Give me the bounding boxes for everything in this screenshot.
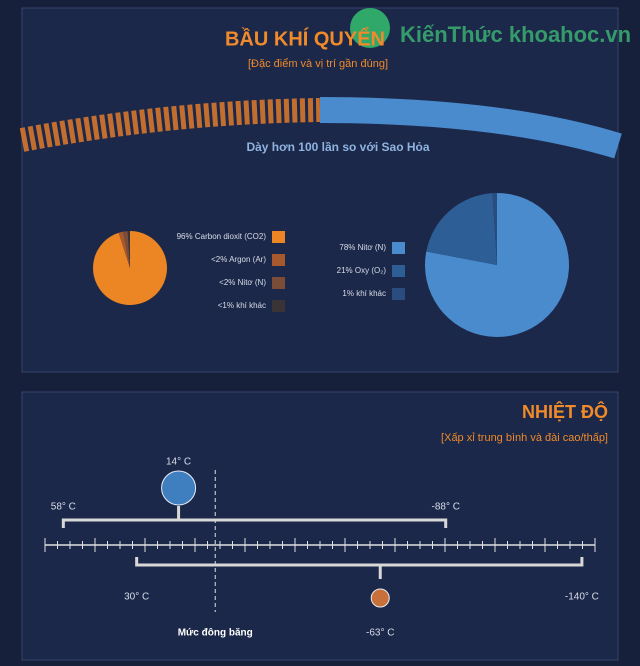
temperature-panel xyxy=(21,391,619,661)
pie-slice xyxy=(492,193,497,265)
pie-slice xyxy=(127,231,130,268)
watermark-logo xyxy=(350,8,390,48)
temperature-title: NHIỆT ĐỘ xyxy=(522,401,608,422)
legend-value: 96% xyxy=(177,232,193,241)
legend-category: Argon (Ar) xyxy=(229,255,266,264)
high-label: 30° C xyxy=(124,592,149,603)
earth-atmosphere-band xyxy=(319,97,622,159)
low-label: -140° C xyxy=(565,592,599,603)
planet xyxy=(161,470,197,506)
legend-swatch xyxy=(272,254,285,266)
legend-swatch xyxy=(272,300,285,312)
legend-label: <2% Argon (Ar) xyxy=(211,255,266,264)
legend-label: <2% Nitơ (N) xyxy=(219,278,266,287)
legend-label: <1% khí khác xyxy=(218,301,266,310)
legend-category: Nitơ (N) xyxy=(238,278,267,287)
pie-slice xyxy=(118,231,130,268)
pie-slice xyxy=(93,231,168,305)
legend-swatch xyxy=(272,231,285,243)
legend-category: khí khác xyxy=(356,289,386,298)
planet xyxy=(370,588,390,608)
legend-swatch xyxy=(272,277,285,289)
legend-category: Carbon dioxit (CO2) xyxy=(195,232,266,241)
low-label: -88° C xyxy=(431,502,459,513)
legend-category: khí khác xyxy=(236,301,266,310)
pie-slice xyxy=(426,193,497,265)
legend-label: 1% khí khác xyxy=(342,289,386,298)
legend-value: 1% xyxy=(342,289,354,298)
range-bracket xyxy=(135,557,584,567)
legend-value: <2% xyxy=(219,278,235,287)
legend-swatch xyxy=(392,265,405,277)
freezing-label: Mức đông băng xyxy=(178,628,253,639)
atmosphere-subtitle: [Đặc điểm và vị trí gần đúng] xyxy=(248,58,388,70)
legend-category: Nitơ (N) xyxy=(358,243,387,252)
legend-label: 21% Oxy (O₂) xyxy=(337,266,387,275)
average-label: -63° C xyxy=(366,628,394,639)
pie-slice xyxy=(123,231,130,268)
legend-category: Oxy (O₂) xyxy=(355,266,386,275)
legend-swatch xyxy=(392,288,405,300)
legend-value: <1% xyxy=(218,301,234,310)
temperature-subtitle: [Xấp xỉ trung bình và đài cao/thấp] xyxy=(441,432,608,444)
pie-slice xyxy=(425,193,570,337)
atmosphere-title: BẦU KHÍ QUYỂN xyxy=(225,27,385,50)
watermark: KiếnThức khoahoc.vn xyxy=(400,22,631,47)
legend-label: 78% Nitơ (N) xyxy=(339,243,386,252)
high-label: 58° C xyxy=(51,502,76,513)
atmosphere-note: Dày hơn 100 lần so với Sao Hỏa xyxy=(246,140,429,154)
range-bracket xyxy=(61,518,448,528)
legend-swatch xyxy=(392,242,405,254)
average-label: 14° C xyxy=(166,457,191,468)
legend-label: 96% Carbon dioxit (CO2) xyxy=(177,232,267,241)
legend-value: 78% xyxy=(339,243,355,252)
legend-value: <2% xyxy=(211,255,227,264)
legend-value: 21% xyxy=(337,266,353,275)
